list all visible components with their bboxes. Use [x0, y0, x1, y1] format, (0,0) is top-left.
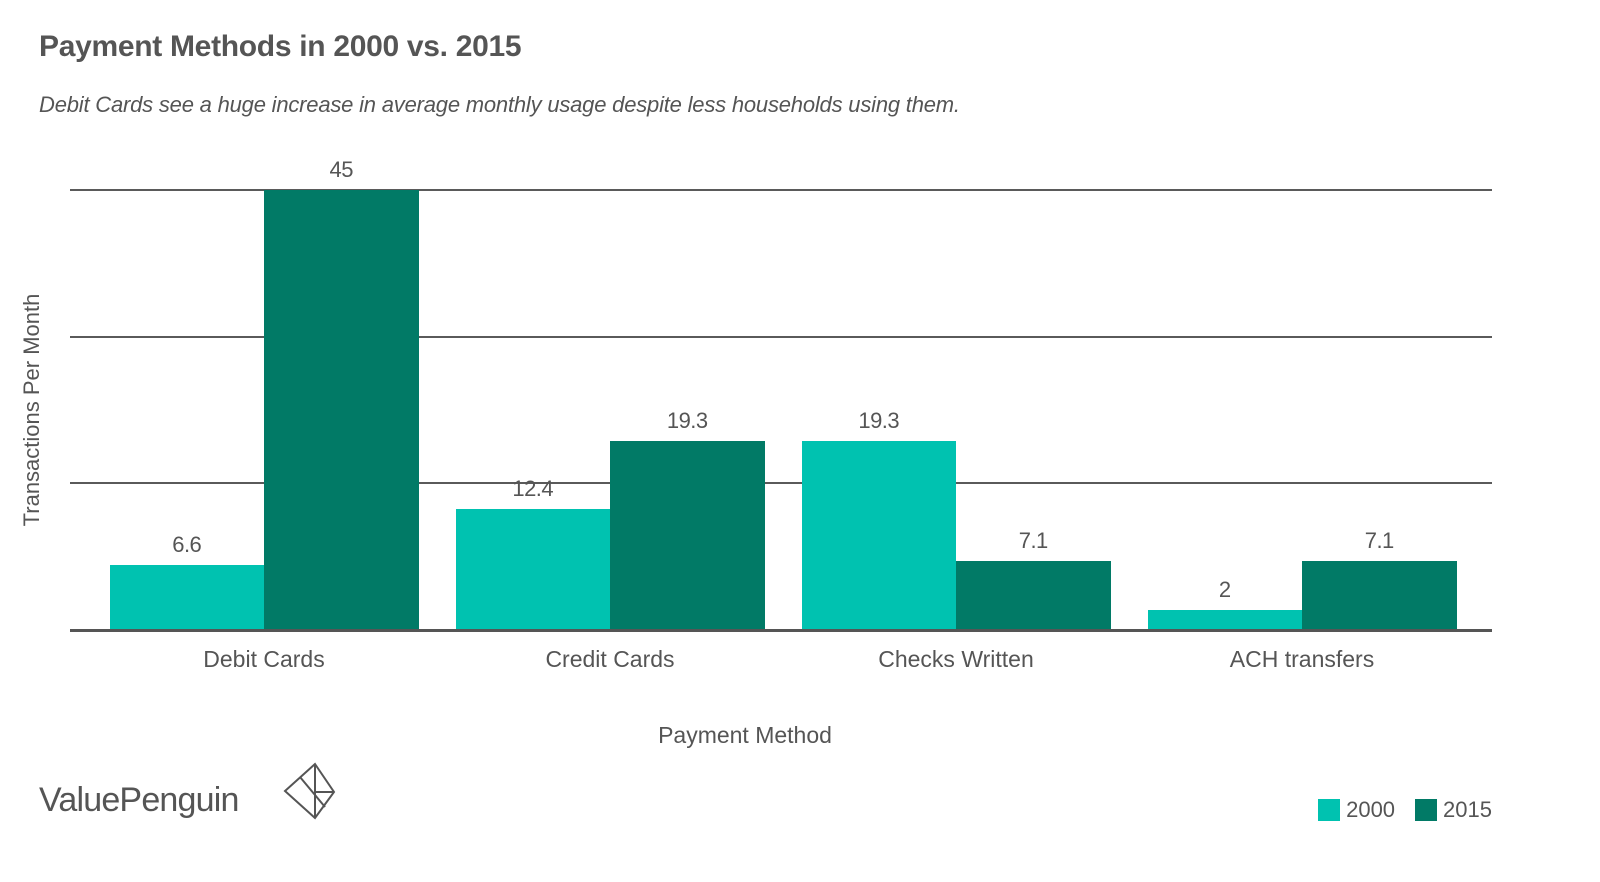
bar-2000 [455, 508, 610, 630]
legend-swatch [1415, 799, 1438, 821]
data-label: 19.3 [858, 408, 900, 434]
bar-2015 [1302, 560, 1457, 630]
gridline [70, 189, 1492, 191]
bar-2000 [801, 441, 956, 630]
legend: 2000 2015 [1298, 797, 1492, 823]
legend-item-2015: 2015 [1415, 797, 1492, 823]
data-label: 7.1 [1364, 527, 1395, 553]
bar-2015 [610, 441, 765, 630]
penguin-diamond-icon [283, 762, 336, 820]
chart-subtitle: Debit Cards see a huge increase in avera… [39, 92, 960, 117]
category-label: Credit Cards [545, 646, 675, 672]
category-label: ACH transfers [1229, 646, 1375, 672]
x-axis-label: Payment Method [658, 722, 832, 748]
valuepenguin-logo: ValuePenguin [39, 762, 336, 820]
data-label: 2 [1218, 577, 1231, 603]
gridline [70, 482, 1492, 485]
bar-2015 [956, 560, 1111, 630]
logo-text: ValuePenguin [39, 781, 239, 819]
data-label: 7.1 [1018, 527, 1049, 553]
gridline [70, 335, 1492, 338]
legend-label: 2015 [1443, 797, 1492, 822]
x-axis-baseline [70, 629, 1492, 632]
bar-2000 [1147, 610, 1302, 630]
data-label: 45 [329, 157, 354, 182]
legend-swatch [1318, 799, 1341, 821]
data-label: 12.4 [512, 475, 554, 501]
bar-2015 [264, 190, 419, 630]
plot-area: 6.6 45 Debit Cards 12.4 19.3 Credit Cards 19.3… [70, 157, 1492, 672]
legend-label: 2000 [1346, 797, 1396, 822]
data-label: 6.6 [172, 532, 202, 558]
bar-2000 [109, 565, 264, 630]
chart-title: Payment Methods in 2000 vs. 2015 [39, 30, 522, 63]
legend-item-2000: 2000 [1318, 797, 1395, 823]
data-label: 19.3 [666, 408, 708, 434]
category-label: Checks Written [878, 646, 1034, 672]
category-label: Debit Cards [203, 646, 325, 672]
